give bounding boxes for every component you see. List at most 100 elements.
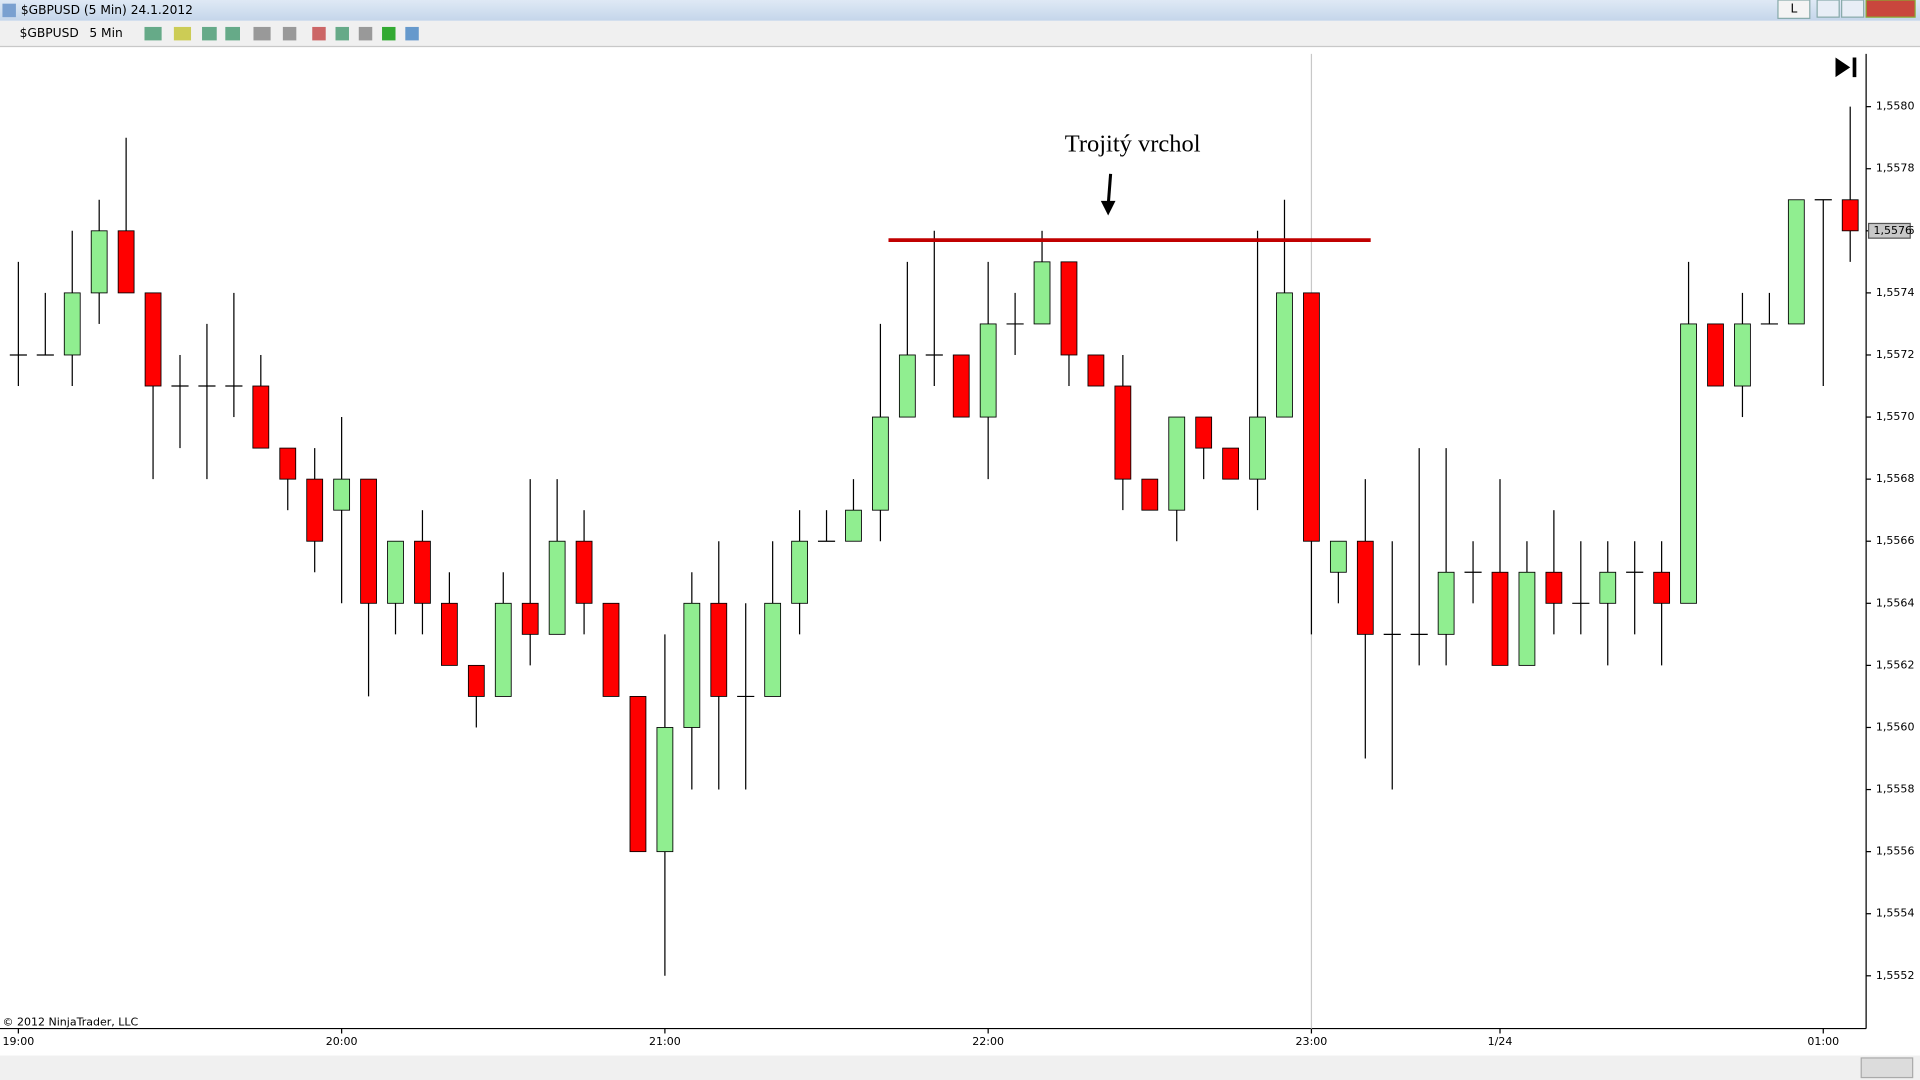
copyright: © 2012 NinjaTrader, LLC	[2, 1015, 138, 1028]
candle-body	[467, 664, 485, 697]
candle	[1087, 354, 1105, 387]
window-button[interactable]	[405, 26, 419, 41]
candle	[1060, 261, 1078, 387]
candle-body	[602, 602, 620, 697]
strategies-button[interactable]	[335, 26, 349, 41]
candle-body	[1329, 540, 1347, 573]
y-tick-label: 1,5572	[1876, 348, 1915, 361]
data-box-button[interactable]	[282, 26, 297, 41]
candle	[1734, 292, 1751, 418]
instrument-select[interactable]: $GBPUSD	[20, 26, 79, 40]
candle	[441, 572, 458, 666]
candle-body	[63, 292, 81, 356]
candle	[306, 448, 324, 573]
candle	[1707, 323, 1724, 387]
y-tick-label: 1,5564	[1876, 596, 1915, 609]
candle	[1329, 540, 1347, 604]
candle	[1599, 541, 1617, 666]
l-button[interactable]	[1777, 0, 1811, 19]
candle	[1114, 354, 1132, 511]
candle	[387, 540, 404, 635]
candle-body	[656, 727, 674, 853]
y-tick-label: 1,5556	[1876, 845, 1915, 858]
candle	[898, 261, 916, 418]
scrollbar[interactable]	[0, 1055, 1920, 1080]
scrollbar-thumb[interactable]	[1860, 1057, 1914, 1079]
candle	[1141, 478, 1159, 511]
candle-body	[575, 540, 593, 604]
last-price-box	[1867, 222, 1911, 239]
candle	[1033, 230, 1051, 325]
y-tick-label: 1,5568	[1876, 472, 1915, 485]
candle	[1841, 106, 1859, 262]
annotation-arrow-head	[1100, 200, 1116, 216]
x-tick-label: 22:00	[972, 1035, 1004, 1048]
y-tick-label: 1,5554	[1876, 907, 1915, 920]
candle	[1491, 479, 1509, 666]
candle-body	[252, 385, 270, 449]
annotation-arrow	[1106, 173, 1113, 206]
candle	[1276, 199, 1293, 418]
candle-body	[845, 509, 862, 542]
x-tick-label: 1/24	[1488, 1035, 1513, 1048]
chart-style-button[interactable]	[144, 26, 162, 41]
candle	[252, 354, 270, 449]
interval-select[interactable]: 5 Min	[89, 26, 122, 40]
candle-body	[306, 478, 324, 542]
annotation: Trojitý vrchol	[1065, 130, 1201, 157]
candle	[1356, 479, 1374, 759]
order-button[interactable]	[382, 26, 396, 41]
y-tick-label: 1,5578	[1876, 162, 1915, 175]
candle	[817, 510, 836, 542]
candle	[1626, 541, 1644, 635]
candle-body	[360, 478, 377, 604]
candle	[1383, 541, 1401, 790]
y-tick-label: 1,5566	[1876, 534, 1915, 547]
candle	[144, 292, 162, 480]
y-tick-label: 1,5580	[1876, 100, 1915, 113]
candle	[171, 354, 189, 449]
y-tick-label: 1,5570	[1876, 410, 1915, 423]
candle-body	[1222, 447, 1239, 480]
close[interactable]	[1865, 0, 1916, 18]
candle-body	[1841, 199, 1859, 232]
candle-body	[1249, 416, 1266, 480]
candle	[198, 323, 216, 480]
candle-body	[117, 230, 135, 294]
candle	[360, 478, 377, 697]
candle-body	[441, 602, 458, 666]
indicators-button[interactable]	[312, 26, 326, 41]
x-tick-label: 19:00	[2, 1035, 34, 1048]
candle	[952, 354, 970, 418]
candle-body	[1195, 416, 1213, 449]
y-tick-label: 1,5574	[1876, 286, 1915, 299]
properties-button[interactable]	[358, 26, 373, 41]
window-title: $GBPUSD (5 Min) 24.1.2012	[21, 3, 193, 17]
x-tick-label: 23:00	[1296, 1035, 1328, 1048]
candle	[521, 479, 539, 666]
maximize[interactable]	[1841, 0, 1865, 18]
candle-body	[1787, 199, 1805, 325]
candle-body	[90, 230, 108, 294]
candle	[629, 696, 647, 853]
candle-body	[629, 696, 647, 853]
candle-body	[1141, 478, 1159, 511]
candle	[63, 230, 81, 387]
candle	[1303, 292, 1320, 635]
candle-body	[1114, 385, 1132, 480]
y-tick-label: 1,5562	[1876, 658, 1915, 671]
candle-body	[710, 602, 728, 697]
candle-body	[548, 540, 566, 635]
scroll-end-button[interactable]	[1835, 57, 1857, 78]
candle	[1006, 292, 1024, 355]
zoom-out-button[interactable]	[225, 26, 240, 41]
candle-body	[898, 354, 916, 418]
candle	[1222, 447, 1239, 480]
cursor-button[interactable]	[253, 26, 271, 41]
y-tick-label: 1,5552	[1876, 969, 1915, 982]
candle	[845, 479, 862, 542]
minimize[interactable]	[1816, 0, 1840, 18]
candle	[1437, 448, 1455, 666]
draw-button[interactable]	[173, 26, 192, 41]
zoom-in-button[interactable]	[202, 26, 217, 41]
